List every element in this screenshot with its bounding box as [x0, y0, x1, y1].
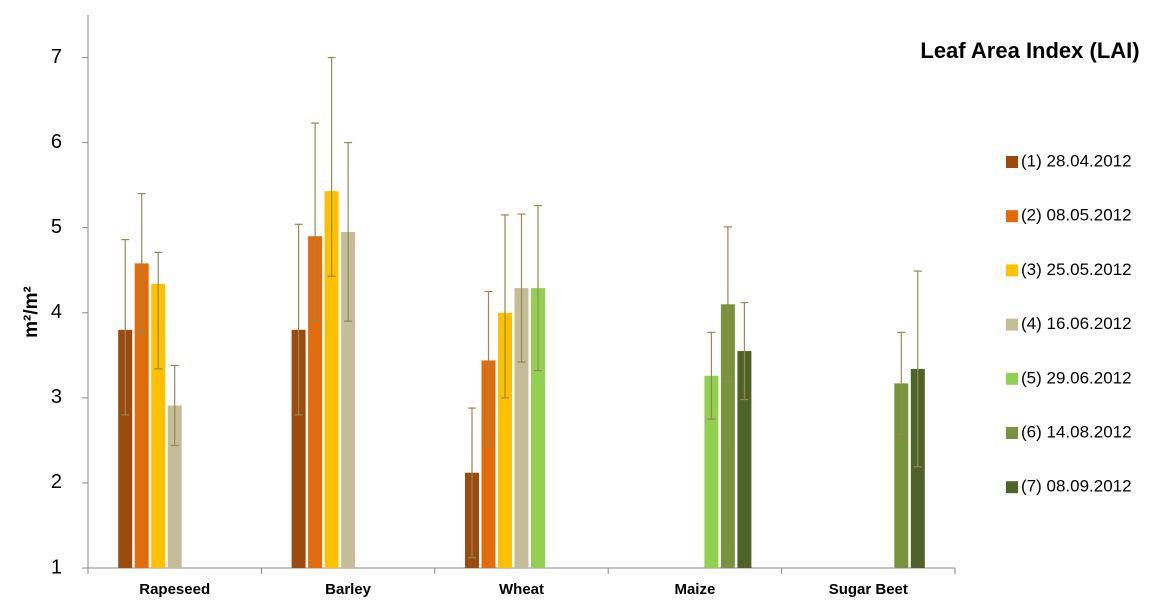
bar [737, 351, 752, 568]
legend-swatch [1006, 210, 1018, 223]
bar [134, 263, 149, 568]
bar [151, 283, 166, 568]
legend-swatch [1006, 427, 1018, 439]
legend-label: (2) 08.05.2012 [1021, 206, 1132, 225]
bar [341, 231, 356, 568]
x-tick-label: Rapeseed [139, 581, 210, 598]
bar [720, 304, 735, 568]
x-tick-label: Barley [325, 581, 372, 598]
legend-swatch [1006, 318, 1018, 331]
bar [291, 329, 306, 568]
y-tick-label: 1 [51, 556, 62, 578]
bar [481, 360, 496, 568]
legend-swatch [1006, 372, 1018, 385]
legend-label: (5) 29.06.2012 [1021, 368, 1132, 387]
legend-label: (3) 25.05.2012 [1021, 260, 1132, 279]
bar [498, 312, 512, 568]
y-axis-label: m²/m² [21, 286, 42, 338]
x-tick-label: Wheat [499, 581, 544, 598]
legend-swatch [1006, 481, 1018, 494]
bar [118, 329, 133, 568]
legend-label: (6) 14.08.2012 [1021, 422, 1132, 441]
bar [894, 383, 909, 568]
legend-swatch [1006, 264, 1018, 277]
x-tick-label: Sugar Beet [829, 581, 908, 598]
chart-title: Leaf Area Index (LAI) [920, 38, 1139, 63]
bar [324, 191, 339, 568]
bar [531, 288, 545, 568]
legend-label: (7) 08.09.2012 [1021, 477, 1132, 496]
legend-swatch [1006, 156, 1018, 168]
y-tick-label: 6 [51, 131, 62, 153]
legend-label: (4) 16.06.2012 [1021, 314, 1132, 333]
y-tick-label: 4 [51, 301, 62, 323]
legend-label: (1) 28.04.2012 [1021, 151, 1132, 170]
x-tick-label: Maize [674, 581, 715, 598]
y-tick-label: 5 [51, 216, 62, 238]
y-tick-label: 3 [51, 386, 62, 408]
bar [910, 368, 925, 568]
bar [308, 236, 323, 568]
bar [167, 405, 182, 568]
bar [704, 375, 719, 568]
bar [514, 288, 529, 568]
y-tick-label: 7 [51, 46, 62, 68]
y-tick-label: 2 [51, 471, 62, 493]
